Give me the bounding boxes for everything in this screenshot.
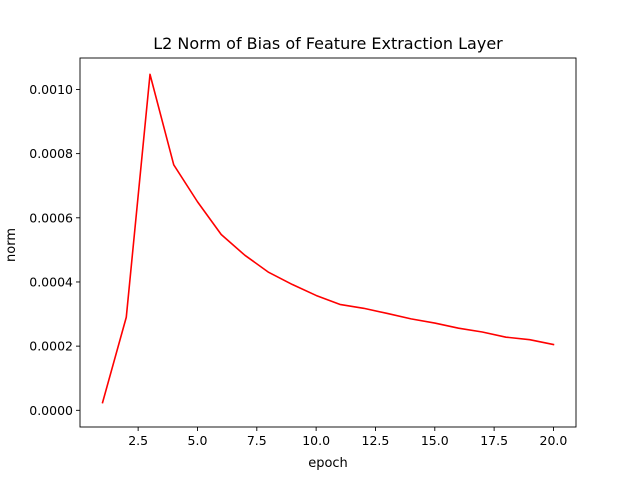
- x-tick-label: 7.5: [247, 433, 267, 448]
- plot-area: 2.5 5.0 7.5 10.0 12.5 15.0 17.5 20.0 0.0000 0.000…: [29, 57, 577, 448]
- y-tick-label: 0.0000: [29, 403, 73, 418]
- y-tick-label: 0.0006: [29, 210, 73, 225]
- x-tick-label: 20.0: [540, 433, 568, 448]
- y-axis-label: norm: [4, 228, 19, 262]
- chart-title: L2 Norm of Bias of Feature Extraction La…: [153, 34, 503, 53]
- x-tick-label: 5.0: [188, 433, 208, 448]
- x-tick-label: 10.0: [302, 433, 330, 448]
- plot-frame: [79, 57, 577, 428]
- y-tick-label: 0.0002: [29, 339, 73, 354]
- x-tick-label: 12.5: [362, 433, 390, 448]
- x-tick-label: 2.5: [128, 433, 148, 448]
- series-line-0: [101, 73, 555, 404]
- y-tick-label: 0.0010: [29, 82, 73, 97]
- y-tick-label: 0.0004: [29, 274, 73, 289]
- x-tick-label: 15.0: [421, 433, 449, 448]
- x-axis-label: epoch: [308, 456, 348, 471]
- y-tick-label: 0.0008: [29, 146, 73, 161]
- x-tick-label: 17.5: [480, 433, 508, 448]
